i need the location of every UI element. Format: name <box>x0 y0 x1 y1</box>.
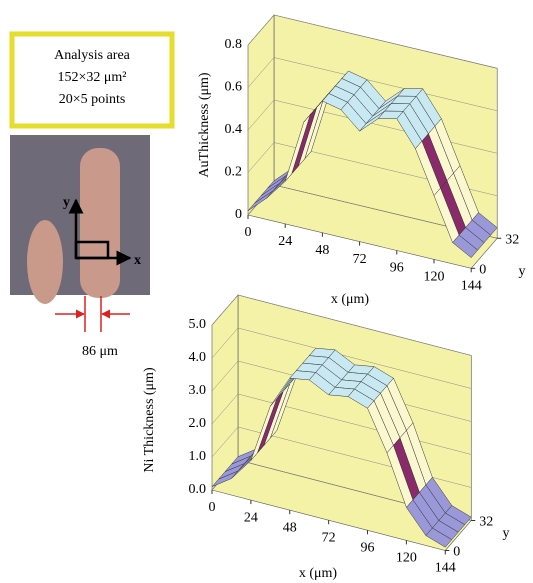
z-tick-label: 2.0 <box>189 416 207 431</box>
z-tick-label: 3.0 <box>189 383 207 398</box>
y-tick-label: 32 <box>479 515 493 530</box>
z-tick-label: 0.8 <box>225 37 243 52</box>
x-tick-label: 120 <box>424 270 445 285</box>
x-tick-label: 0 <box>245 225 252 240</box>
y-axis-label: y <box>503 526 510 541</box>
x-tick-label: 48 <box>283 520 297 535</box>
photo-axis-label: x <box>134 253 141 268</box>
z-axis-label: AuThickness (μm) <box>197 72 212 177</box>
inset-box <box>9 31 175 129</box>
photo-axis-label: y <box>63 195 70 210</box>
pad-tall <box>80 148 120 298</box>
width-label: 86 μm <box>82 344 118 359</box>
z-tick-label: 1.0 <box>189 449 207 464</box>
y-tick-label: 32 <box>505 232 519 247</box>
x-tick-label: 96 <box>361 541 375 556</box>
pad-small <box>27 220 63 304</box>
side-wall <box>211 294 239 491</box>
z-axis-label: Ni Thickness (μm) <box>142 367 157 473</box>
y-tick-label: 0 <box>453 545 460 560</box>
x-tick-label: 72 <box>353 252 367 267</box>
x-axis-label: x (μm) <box>299 566 338 581</box>
x-tick-label: 144 <box>461 278 482 293</box>
x-tick-label: 120 <box>396 551 417 566</box>
x-tick-label: 48 <box>315 243 329 258</box>
surface-patch <box>425 527 453 548</box>
inset-line: 152×32 μm² <box>58 70 127 85</box>
z-tick-label: 0.2 <box>225 165 243 180</box>
x-tick-label: 24 <box>244 510 258 525</box>
inset-line: Analysis area <box>54 48 131 63</box>
z-tick-label: 0.0 <box>189 482 207 497</box>
x-tick-label: 72 <box>322 530 336 545</box>
grid-line <box>247 14 498 69</box>
x-tick-label: 24 <box>278 234 292 249</box>
x-axis-label: x (μm) <box>331 292 370 307</box>
surface-patch <box>452 234 479 259</box>
z-tick-label: 0.4 <box>225 122 243 137</box>
y-axis-label: y <box>519 264 526 279</box>
z-tick-label: 4.0 <box>189 350 207 365</box>
x-tick-label: 144 <box>435 561 456 576</box>
x-tick-label: 96 <box>390 261 404 276</box>
grid-line <box>247 142 498 197</box>
grid-line <box>211 294 472 356</box>
y-tick-label: 0 <box>479 262 486 277</box>
z-tick-label: 5.0 <box>189 317 207 332</box>
inset-line: 20×5 points <box>59 92 126 107</box>
x-tick-label: 0 <box>209 500 216 515</box>
z-tick-label: 0 <box>235 207 242 222</box>
grid-line <box>211 327 472 389</box>
z-tick-label: 0.6 <box>225 80 243 95</box>
